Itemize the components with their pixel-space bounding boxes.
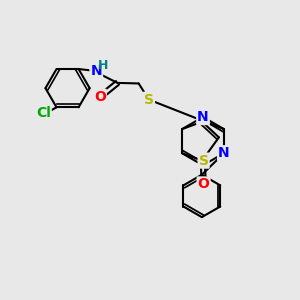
- Text: N: N: [218, 146, 230, 160]
- Text: Cl: Cl: [36, 106, 51, 120]
- Text: S: S: [199, 154, 208, 168]
- Text: O: O: [198, 177, 209, 191]
- Text: H: H: [98, 59, 108, 72]
- Text: O: O: [94, 90, 106, 104]
- Text: N: N: [91, 64, 102, 77]
- Text: N: N: [197, 110, 209, 124]
- Text: S: S: [144, 93, 154, 107]
